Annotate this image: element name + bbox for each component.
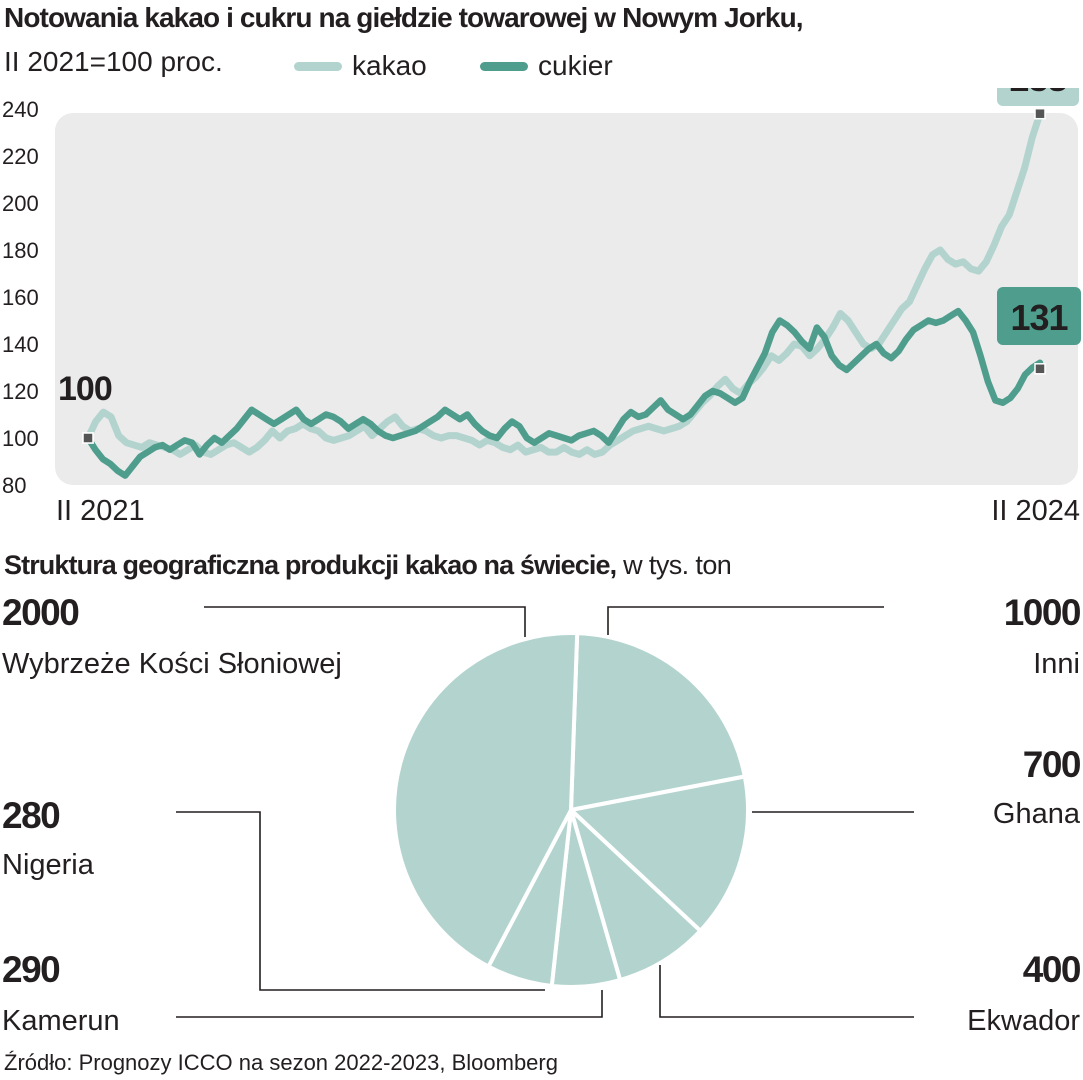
y-tick-label: 100 [2, 426, 39, 451]
y-tick-label: 80 [2, 473, 26, 498]
end-marker-cukier [1034, 363, 1046, 375]
leader-line [204, 606, 526, 637]
slice-value-label: 2000 [2, 592, 79, 633]
x-start-label: II 2021 [56, 495, 145, 527]
leader-line [176, 990, 603, 1018]
slice-value-label: 1000 [1004, 592, 1081, 633]
leader-line [607, 606, 884, 635]
legend-cukier-label: cukier [538, 50, 613, 81]
series-line-kakao [84, 110, 1044, 458]
end-label-cukier-box [997, 287, 1081, 345]
pie-slice [569, 631, 747, 812]
slice-value-label: 700 [1023, 744, 1081, 785]
y-tick-label: 200 [2, 191, 39, 216]
line-chart-subtitle: II 2021=100 proc. [4, 46, 223, 77]
y-tick-label: 120 [2, 379, 39, 404]
legend-cukier-swatch [480, 62, 528, 71]
pie-chart-title-row: Struktura geograficzna produkcji kakao n… [4, 550, 732, 581]
pie-chart-title: Struktura geograficzna produkcji kakao n… [4, 550, 617, 580]
x-end-label: II 2024 [991, 495, 1080, 527]
pie-chart: 1000 Inni 700 Ghana 400 Ekwador 290 Kamerun 280 N… [2, 592, 1082, 1037]
end-marker-kakao [1034, 107, 1046, 120]
slice-name-label: Nigeria [2, 849, 95, 881]
slice-value-label: 280 [2, 795, 60, 836]
end-label-kakao: 238 [1009, 88, 1066, 99]
y-tick-label: 160 [2, 285, 39, 310]
end-label-kakao-box [997, 88, 1079, 106]
series-line-cukier [84, 307, 1044, 479]
slice-name-label: Inni [1033, 648, 1080, 680]
source-note: Źródło: Prognozy ICCO na sezon 2022-2023… [4, 1050, 558, 1075]
slice-name-label: Ghana [993, 798, 1081, 830]
start-marker [82, 432, 94, 444]
slice-value-label: 290 [2, 949, 60, 990]
slice-name-label: Ekwador [967, 1005, 1080, 1037]
slice-name-label: Wybrzeże Kości Słoniowej [2, 648, 342, 680]
pie-slice [569, 774, 750, 933]
y-tick-label: 140 [2, 332, 39, 357]
line-chart-title: Notowania kakao i cukru na giełdzie towa… [4, 2, 804, 33]
end-label-cukier: 131 [1010, 297, 1068, 338]
slice-value-label: 400 [1023, 949, 1081, 990]
slice-name-label: Kamerun [2, 1005, 120, 1037]
y-tick-label: 240 [2, 97, 39, 122]
y-tick-label: 180 [2, 238, 39, 263]
leader-line [659, 965, 914, 1018]
pie-chart-unit: w tys. ton [623, 550, 732, 580]
legend-kakao-swatch [294, 62, 342, 71]
leader-line [176, 811, 545, 991]
start-value-label: 100 [58, 370, 112, 408]
legend-kakao-label: kakao [352, 50, 427, 81]
pie-slice [392, 631, 580, 969]
line-chart: 80 100 120 140 160 180 200 220 240 100 238 131 II 20… [2, 88, 1081, 527]
plot-area [55, 113, 1078, 485]
y-tick-label: 220 [2, 144, 39, 169]
